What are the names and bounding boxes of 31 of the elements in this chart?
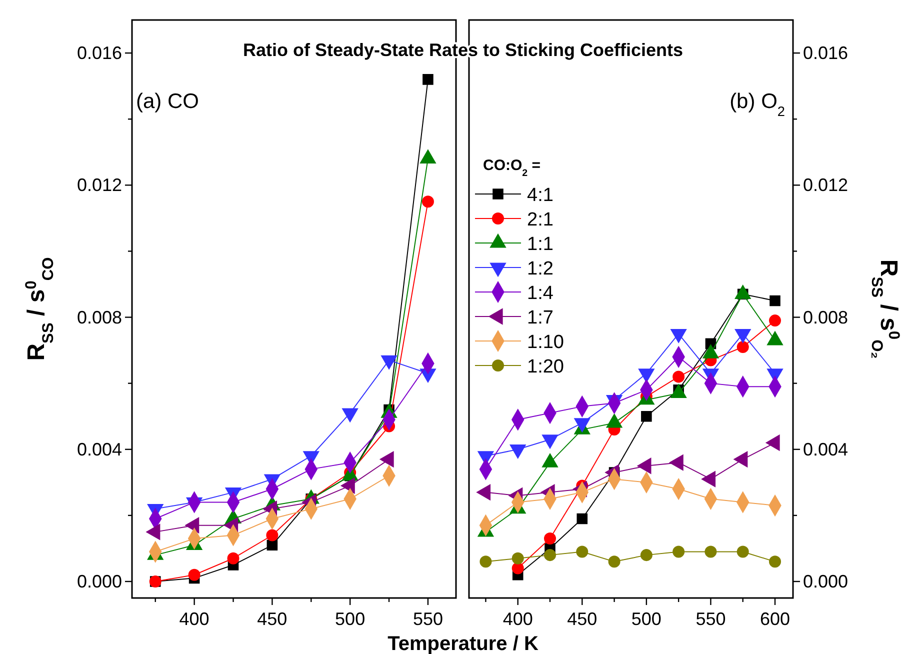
y-tick-label: 0.012 <box>76 175 122 196</box>
legend-label: 1:2 <box>527 258 554 280</box>
legend-label: 1:10 <box>527 332 564 353</box>
annotation: (b) O$_{2}$ <box>730 90 785 118</box>
y-tick-label: 0.004 <box>76 439 122 460</box>
legend-label: 1:20 <box>527 356 564 378</box>
y2-tick-label: 0.012 <box>803 175 848 196</box>
y2-tick-label: 0.016 <box>803 43 848 64</box>
y2-tick-label: 0.008 <box>803 307 848 328</box>
legend-label: 1:4 <box>527 283 554 304</box>
y2-tick-label: 0.004 <box>803 439 848 460</box>
y-tick-label: 0.000 <box>76 571 122 592</box>
x-tick-label: 500 <box>631 609 662 629</box>
x-tick-label: 400 <box>502 609 533 629</box>
x-tick-label: 550 <box>696 609 726 629</box>
legend-label: 4:1 <box>527 185 554 206</box>
x-tick-label: 450 <box>257 609 288 629</box>
y-tick-label: 0.016 <box>76 43 122 64</box>
annotation: (a) CO <box>136 90 199 113</box>
legend-label: 1:7 <box>527 308 554 328</box>
x-tick-label: 400 <box>179 609 210 629</box>
legend-label: 2:1 <box>527 210 554 230</box>
y-tick-label: 0.008 <box>76 307 122 328</box>
x-tick-label: 450 <box>567 609 598 629</box>
x-tick-label: 500 <box>335 609 366 629</box>
x-tick-label: 600 <box>760 609 790 629</box>
legend-label: 1:1 <box>527 234 554 255</box>
x-axis-title: Temperature / K <box>388 633 539 654</box>
x-tick-label: 550 <box>412 609 443 629</box>
y2-tick-label: 0.000 <box>803 571 848 592</box>
legend-title: CO:O$_{2}$ = <box>483 157 541 178</box>
